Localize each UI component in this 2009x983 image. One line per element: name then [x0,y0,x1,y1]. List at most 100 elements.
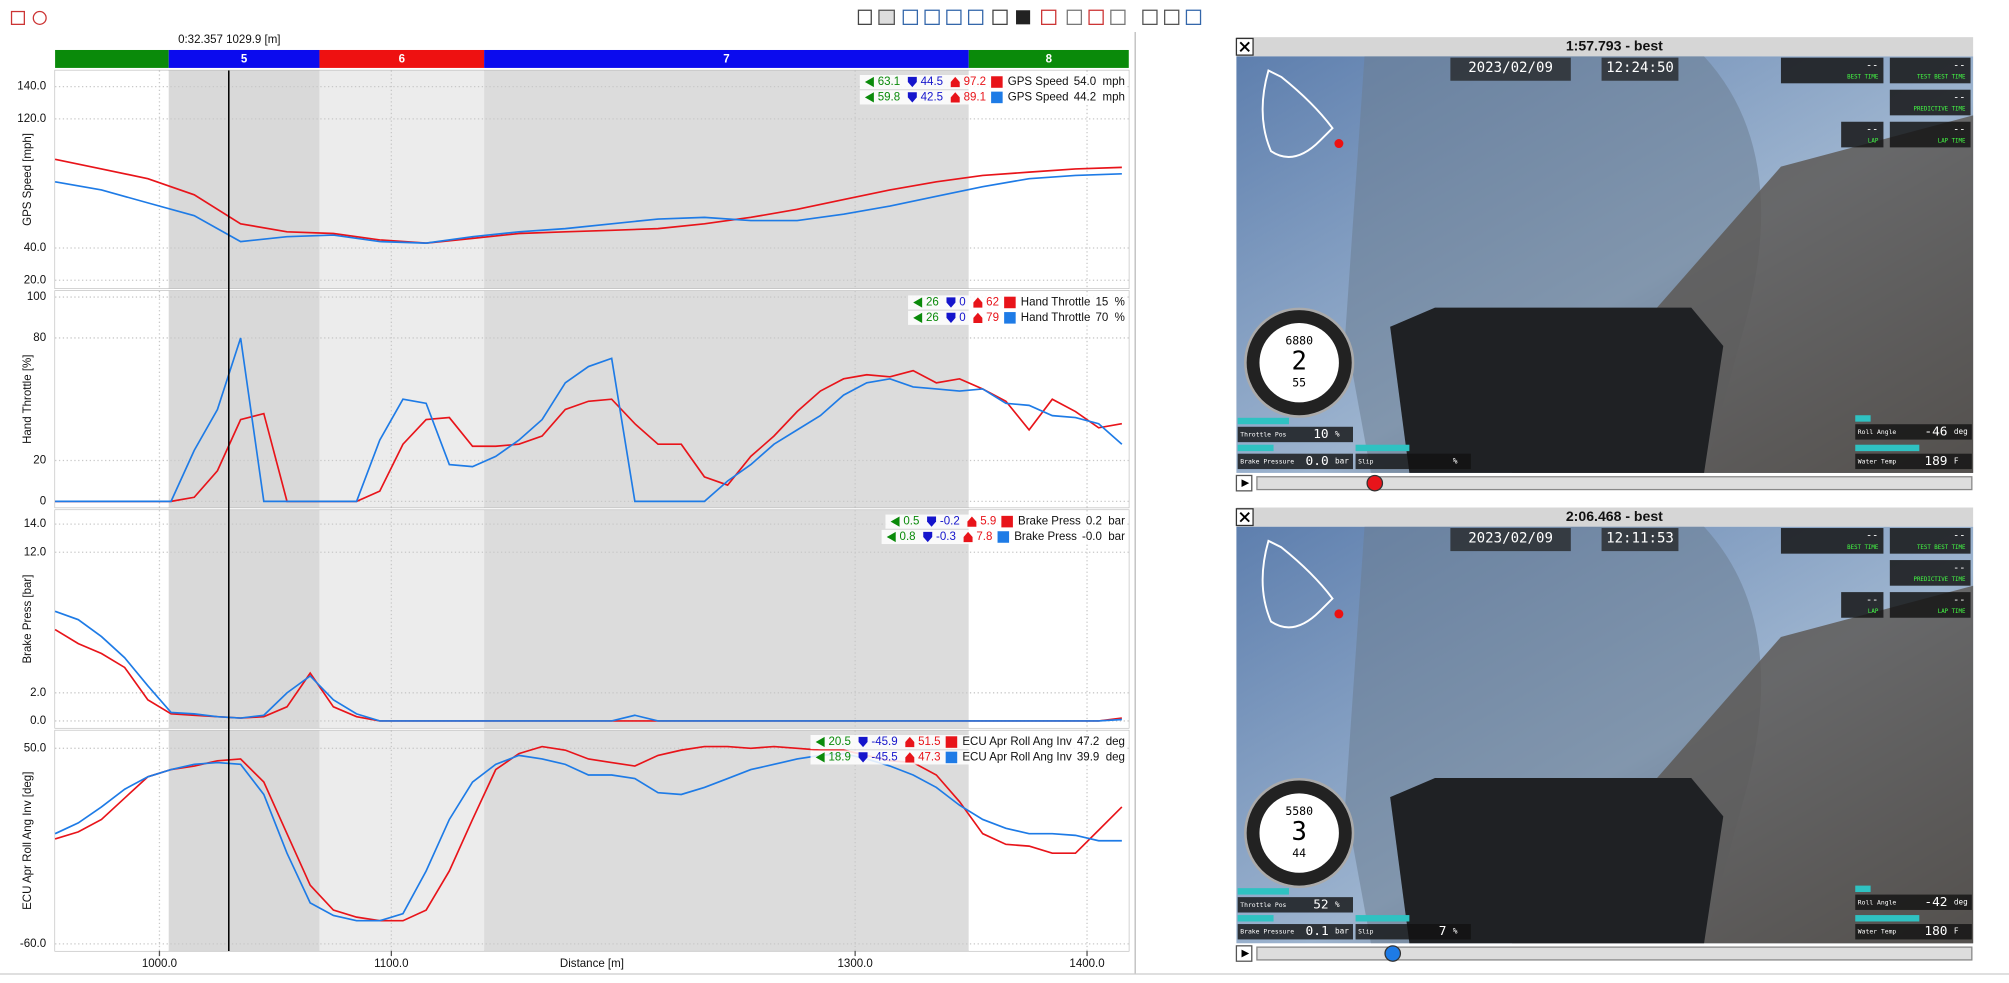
y-tick-label: 120.0 [17,113,46,125]
gauge-face [1259,322,1339,403]
sector-label: 6 [399,54,405,66]
tool-icon[interactable] [1142,9,1158,25]
y-axis-label: GPS Speed [mph] [22,133,34,226]
legend-text: Brake Press [1018,516,1081,528]
video-panel: 1:57.793 - best 2023/02/09 12:24:50 -- BEST … [1235,37,1974,492]
legend-icon [946,312,956,323]
hud-unit: F [1954,927,1959,936]
tool-icon[interactable] [902,9,919,25]
y-tick-label: 100 [27,291,46,303]
hud-label: Slip [1358,928,1374,936]
legend-swatch [1001,515,1013,528]
tool-icon[interactable] [1110,9,1126,25]
hud-value: 189 [1924,454,1947,469]
legend-text: Brake Press [1014,531,1077,543]
legend-icon [946,297,956,308]
series-line [54,172,1122,244]
legend-swatch [945,751,958,764]
legend-text: ECU Apr Roll Ang Inv [962,751,1072,763]
timing-value: -- [1953,91,1965,103]
timing-label: LAP [1868,138,1879,144]
y-tick-label: 40.0 [24,242,46,254]
video-panel: 2:06.468 - best 2023/02/09 12:11:53 -- BEST … [1235,507,1974,962]
tool-icon[interactable] [967,9,984,25]
legend-icon [907,92,917,103]
hud-bar [1855,415,1871,422]
scrubber-track[interactable] [1256,476,1973,491]
hud-row [1237,426,1353,443]
legend-text: 59.8 [878,91,900,103]
legend-text: GPS Speed [1008,76,1069,88]
series-line [55,369,1123,503]
y-tick-label: -60.0 [20,938,46,950]
timing-box [1889,89,1971,116]
gauge-face [1259,793,1339,873]
legend-swatch [991,91,1003,104]
hud-value: 7 [1439,924,1447,939]
close-icon [1239,41,1250,52]
video-date: 2023/02/09 [1468,530,1553,546]
legend-text: 70 [1095,312,1108,324]
y-axis-label: Brake Press [bar] [22,575,34,664]
hud-unit: deg [1954,897,1968,906]
hud-bar [1237,888,1289,895]
hud-row [1855,924,1972,940]
legend-icon [973,312,983,323]
legend-text: 0 [959,297,965,309]
timing-box [1889,560,1971,586]
tool-icon[interactable] [10,10,25,25]
legend-text: 63.1 [878,76,900,88]
sector-shade [319,510,485,728]
tool-icon[interactable] [1016,10,1031,25]
legend-text: GPS Speed [1008,91,1069,103]
timing-box [1780,528,1884,554]
hud-label: Roll Angle [1858,428,1897,436]
sector-bar [484,49,969,68]
sector-bar [968,49,1129,68]
tool-icon[interactable] [992,9,1008,25]
y-tick-label: 20 [33,455,46,467]
legend-icon [913,297,923,308]
hud-unit: % [1335,900,1340,909]
legend-background [908,310,1128,325]
legend-icon [950,92,960,103]
y-tick-label: 14.0 [24,518,46,530]
hud-value: 0.0 [1306,454,1329,469]
tool-icon[interactable] [1164,9,1180,25]
sector-shade [484,290,969,508]
track-position [1334,139,1344,149]
tool-icon[interactable] [1088,9,1104,25]
legend-icon [815,752,825,763]
timing-value: -- [1953,562,1965,574]
legend-swatch [991,76,1003,88]
tool-icon[interactable] [32,10,47,25]
legend-text: -0.3 [936,531,956,543]
y-tick-label: 50.0 [24,742,46,754]
sector-bar [168,49,320,68]
scrubber-track[interactable] [1256,946,1973,961]
scrubber-knob[interactable] [1366,474,1384,492]
tool-icon[interactable] [1185,9,1202,25]
legend-text: 0 [959,312,965,324]
tool-icon[interactable] [878,9,895,25]
tool-icon[interactable] [1066,9,1083,25]
scrubber-knob[interactable] [1384,945,1402,962]
legend-icon [927,516,937,527]
tool-icon[interactable] [924,9,940,25]
timing-label: TEST BEST TIME [1917,74,1966,80]
legend-text: 0.2 [1086,516,1102,528]
legend-icon [890,516,900,527]
tool-icon[interactable] [946,9,962,25]
sector-shade [168,290,320,508]
tool-icon[interactable] [857,9,872,25]
hud-unit: F [1954,456,1959,465]
timing-value: -- [1953,123,1965,135]
tool-icon[interactable] [1041,9,1057,25]
legend-text: 47.3 [918,751,940,763]
y-tick-label: 0 [40,495,46,507]
timing-value: -- [1866,123,1878,135]
hud-label: Throttle Pos [1240,430,1286,438]
timing-label: LAP TIME [1938,138,1966,144]
date-box [1450,57,1571,81]
